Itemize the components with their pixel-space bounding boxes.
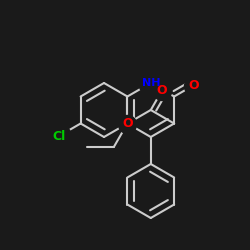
Text: Cl: Cl [52, 130, 66, 142]
Text: O: O [122, 117, 133, 130]
Text: O: O [188, 79, 198, 92]
Text: O: O [156, 84, 167, 98]
Text: NH: NH [142, 78, 160, 88]
